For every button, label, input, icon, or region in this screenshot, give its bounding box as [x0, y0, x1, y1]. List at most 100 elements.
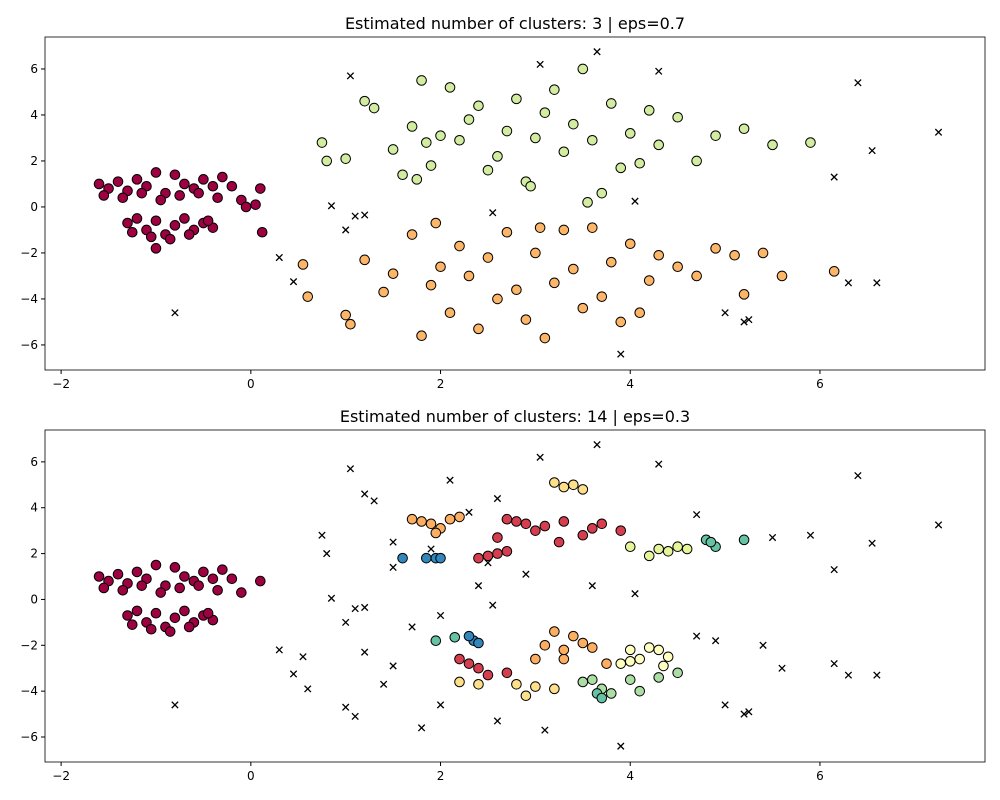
cluster-point: [179, 605, 190, 617]
cluster-point: [202, 215, 214, 227]
cluster-point: [615, 316, 627, 328]
noise-point: [631, 590, 639, 598]
cluster-point: [430, 635, 442, 647]
cluster-point: [316, 137, 328, 148]
cluster-point: [511, 93, 522, 105]
cluster-point: [691, 270, 702, 282]
cluster-point: [150, 215, 162, 227]
cluster-point: [643, 105, 655, 116]
cluster-point: [605, 98, 617, 109]
cluster-point: [174, 190, 185, 201]
noise-point: [275, 253, 283, 262]
noise-point: [854, 471, 862, 480]
cluster-point: [340, 153, 351, 164]
cluster-point: [672, 667, 683, 679]
cluster-point: [582, 197, 593, 208]
noise-point: [593, 48, 601, 56]
cluster-point: [463, 270, 475, 282]
cluster-point: [596, 187, 608, 199]
cluster-point: [558, 653, 570, 665]
cluster-point: [425, 279, 437, 291]
cluster-point: [236, 587, 247, 598]
cluster-point: [539, 520, 551, 532]
cluster-point: [492, 532, 503, 543]
cluster-point: [672, 261, 683, 273]
cluster-point: [416, 516, 427, 527]
noise-point: [360, 603, 369, 612]
noise-point: [844, 279, 853, 287]
noise-point: [711, 637, 720, 645]
cluster-point: [577, 637, 589, 649]
cluster-point: [577, 676, 589, 688]
cluster-point: [406, 513, 418, 525]
cluster-point: [155, 587, 167, 598]
cluster-point: [207, 573, 219, 585]
cluster-point: [634, 685, 646, 697]
noise-point: [934, 128, 943, 136]
noise-point: [541, 726, 549, 734]
noise-point: [289, 278, 298, 286]
cluster-point: [425, 518, 437, 530]
cluster-point: [169, 169, 181, 181]
cluster-point: [520, 690, 532, 702]
cluster-point: [672, 111, 683, 123]
noise-point: [289, 670, 298, 678]
cluster-point: [710, 243, 721, 254]
cluster-point: [549, 683, 560, 695]
cluster-point: [482, 669, 494, 681]
cluster-point: [430, 217, 442, 229]
cluster-point: [169, 612, 181, 624]
cluster-point: [359, 254, 370, 266]
cluster-point: [255, 575, 266, 587]
noise-point: [868, 539, 876, 547]
cluster-point: [150, 167, 162, 178]
cluster-point: [568, 630, 579, 642]
noise-point: [327, 202, 336, 210]
noise-point: [360, 490, 369, 498]
cluster-point: [501, 125, 513, 137]
cluster-point: [255, 183, 266, 194]
cluster-point: [454, 134, 465, 146]
noise-point: [389, 538, 397, 546]
noise-point: [299, 653, 307, 661]
cluster-point: [624, 644, 636, 656]
y-tick-label: 6: [30, 62, 38, 76]
cluster-point: [558, 481, 570, 493]
noise-point: [740, 318, 748, 326]
cluster-point: [226, 573, 238, 585]
cluster-point: [539, 107, 551, 118]
noise-point: [588, 582, 596, 590]
x-tick-label: 0: [247, 377, 255, 391]
cluster-point: [463, 630, 475, 642]
cluster-point: [615, 525, 627, 536]
cluster-point: [131, 566, 143, 578]
x-tick-label: 6: [816, 769, 824, 783]
cluster-point: [126, 226, 138, 238]
cluster-point: [198, 566, 209, 578]
cluster-point: [93, 178, 105, 190]
noise-point: [370, 497, 378, 505]
cluster-point: [587, 642, 598, 653]
cluster-point: [302, 291, 314, 302]
cluster-point: [183, 229, 195, 240]
cluster-point: [473, 100, 484, 112]
cluster-point: [164, 233, 176, 245]
cluster-point: [416, 75, 427, 86]
cluster-point: [387, 144, 399, 155]
plot-background: [45, 430, 985, 762]
cluster-point: [624, 541, 636, 553]
x-tick-label: 6: [816, 377, 824, 391]
cluster-point: [155, 194, 167, 206]
noise-point: [692, 510, 701, 519]
cluster-point: [473, 637, 484, 649]
noise-point: [436, 701, 445, 709]
noise-point: [342, 618, 350, 627]
cluster-point: [568, 263, 579, 275]
cluster-point: [131, 605, 143, 617]
cluster-point: [454, 240, 465, 252]
noise-point: [323, 549, 331, 558]
noise-point: [844, 671, 853, 679]
cluster-point: [145, 231, 157, 243]
cluster-point: [553, 536, 565, 548]
cluster-point: [662, 651, 674, 663]
